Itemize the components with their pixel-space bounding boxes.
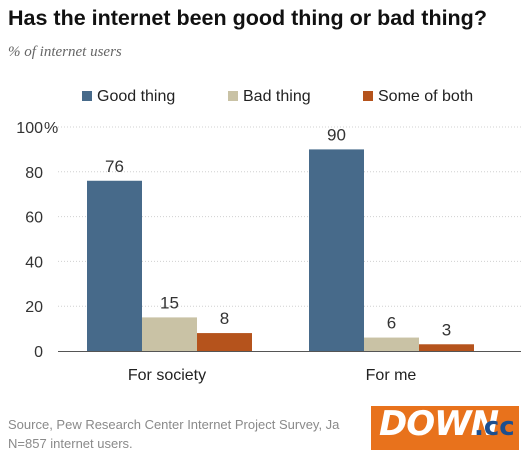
- bar-value-label: 15: [160, 293, 179, 312]
- y-tick-label: 60: [25, 210, 43, 227]
- bar-value-label: 76: [105, 157, 124, 176]
- bar-value-label: 6: [387, 314, 396, 333]
- source-line: Source, Pew Research Center Internet Pro…: [8, 417, 340, 432]
- sample-size-line: N=857 internet users.: [8, 436, 133, 451]
- legend-swatch: [82, 91, 92, 101]
- source-note: Source, Pew Research Center Internet Pro…: [8, 415, 339, 453]
- bar: [309, 149, 364, 351]
- x-category-label: For society: [128, 367, 206, 384]
- watermark-logo-suffix: .cc: [474, 412, 515, 442]
- bar-value-label: 3: [442, 320, 451, 339]
- bar-chart: Good thing Bad thing Some of both 0 20 40 60 80…: [16, 88, 521, 384]
- watermark-logo-background: [371, 406, 519, 450]
- legend-label: Some of both: [378, 88, 473, 105]
- legend-label: Bad thing: [243, 88, 311, 105]
- bar-value-label: 8: [220, 309, 229, 328]
- y-tick-label: 80: [25, 165, 43, 182]
- bar: [364, 337, 419, 351]
- chart-subtitle: % of internet users: [8, 44, 122, 60]
- y-unit-label: %: [44, 120, 58, 137]
- y-tick-label: 100: [16, 120, 43, 137]
- bar: [142, 317, 197, 351]
- bar: [87, 180, 142, 351]
- chart-title: Has the internet been good thing or bad …: [8, 6, 487, 30]
- legend-label: Good thing: [97, 88, 175, 105]
- y-tick-label: 40: [25, 254, 43, 271]
- bar-value-label: 90: [327, 125, 346, 144]
- x-category-label: For me: [366, 367, 417, 384]
- legend-swatch: [363, 91, 373, 101]
- y-tick-label: 0: [34, 344, 43, 361]
- watermark-logo-text: DOWN: [379, 404, 499, 444]
- bar: [197, 333, 252, 351]
- bar: [419, 344, 474, 351]
- y-tick-label: 20: [25, 299, 43, 316]
- legend-swatch: [228, 91, 238, 101]
